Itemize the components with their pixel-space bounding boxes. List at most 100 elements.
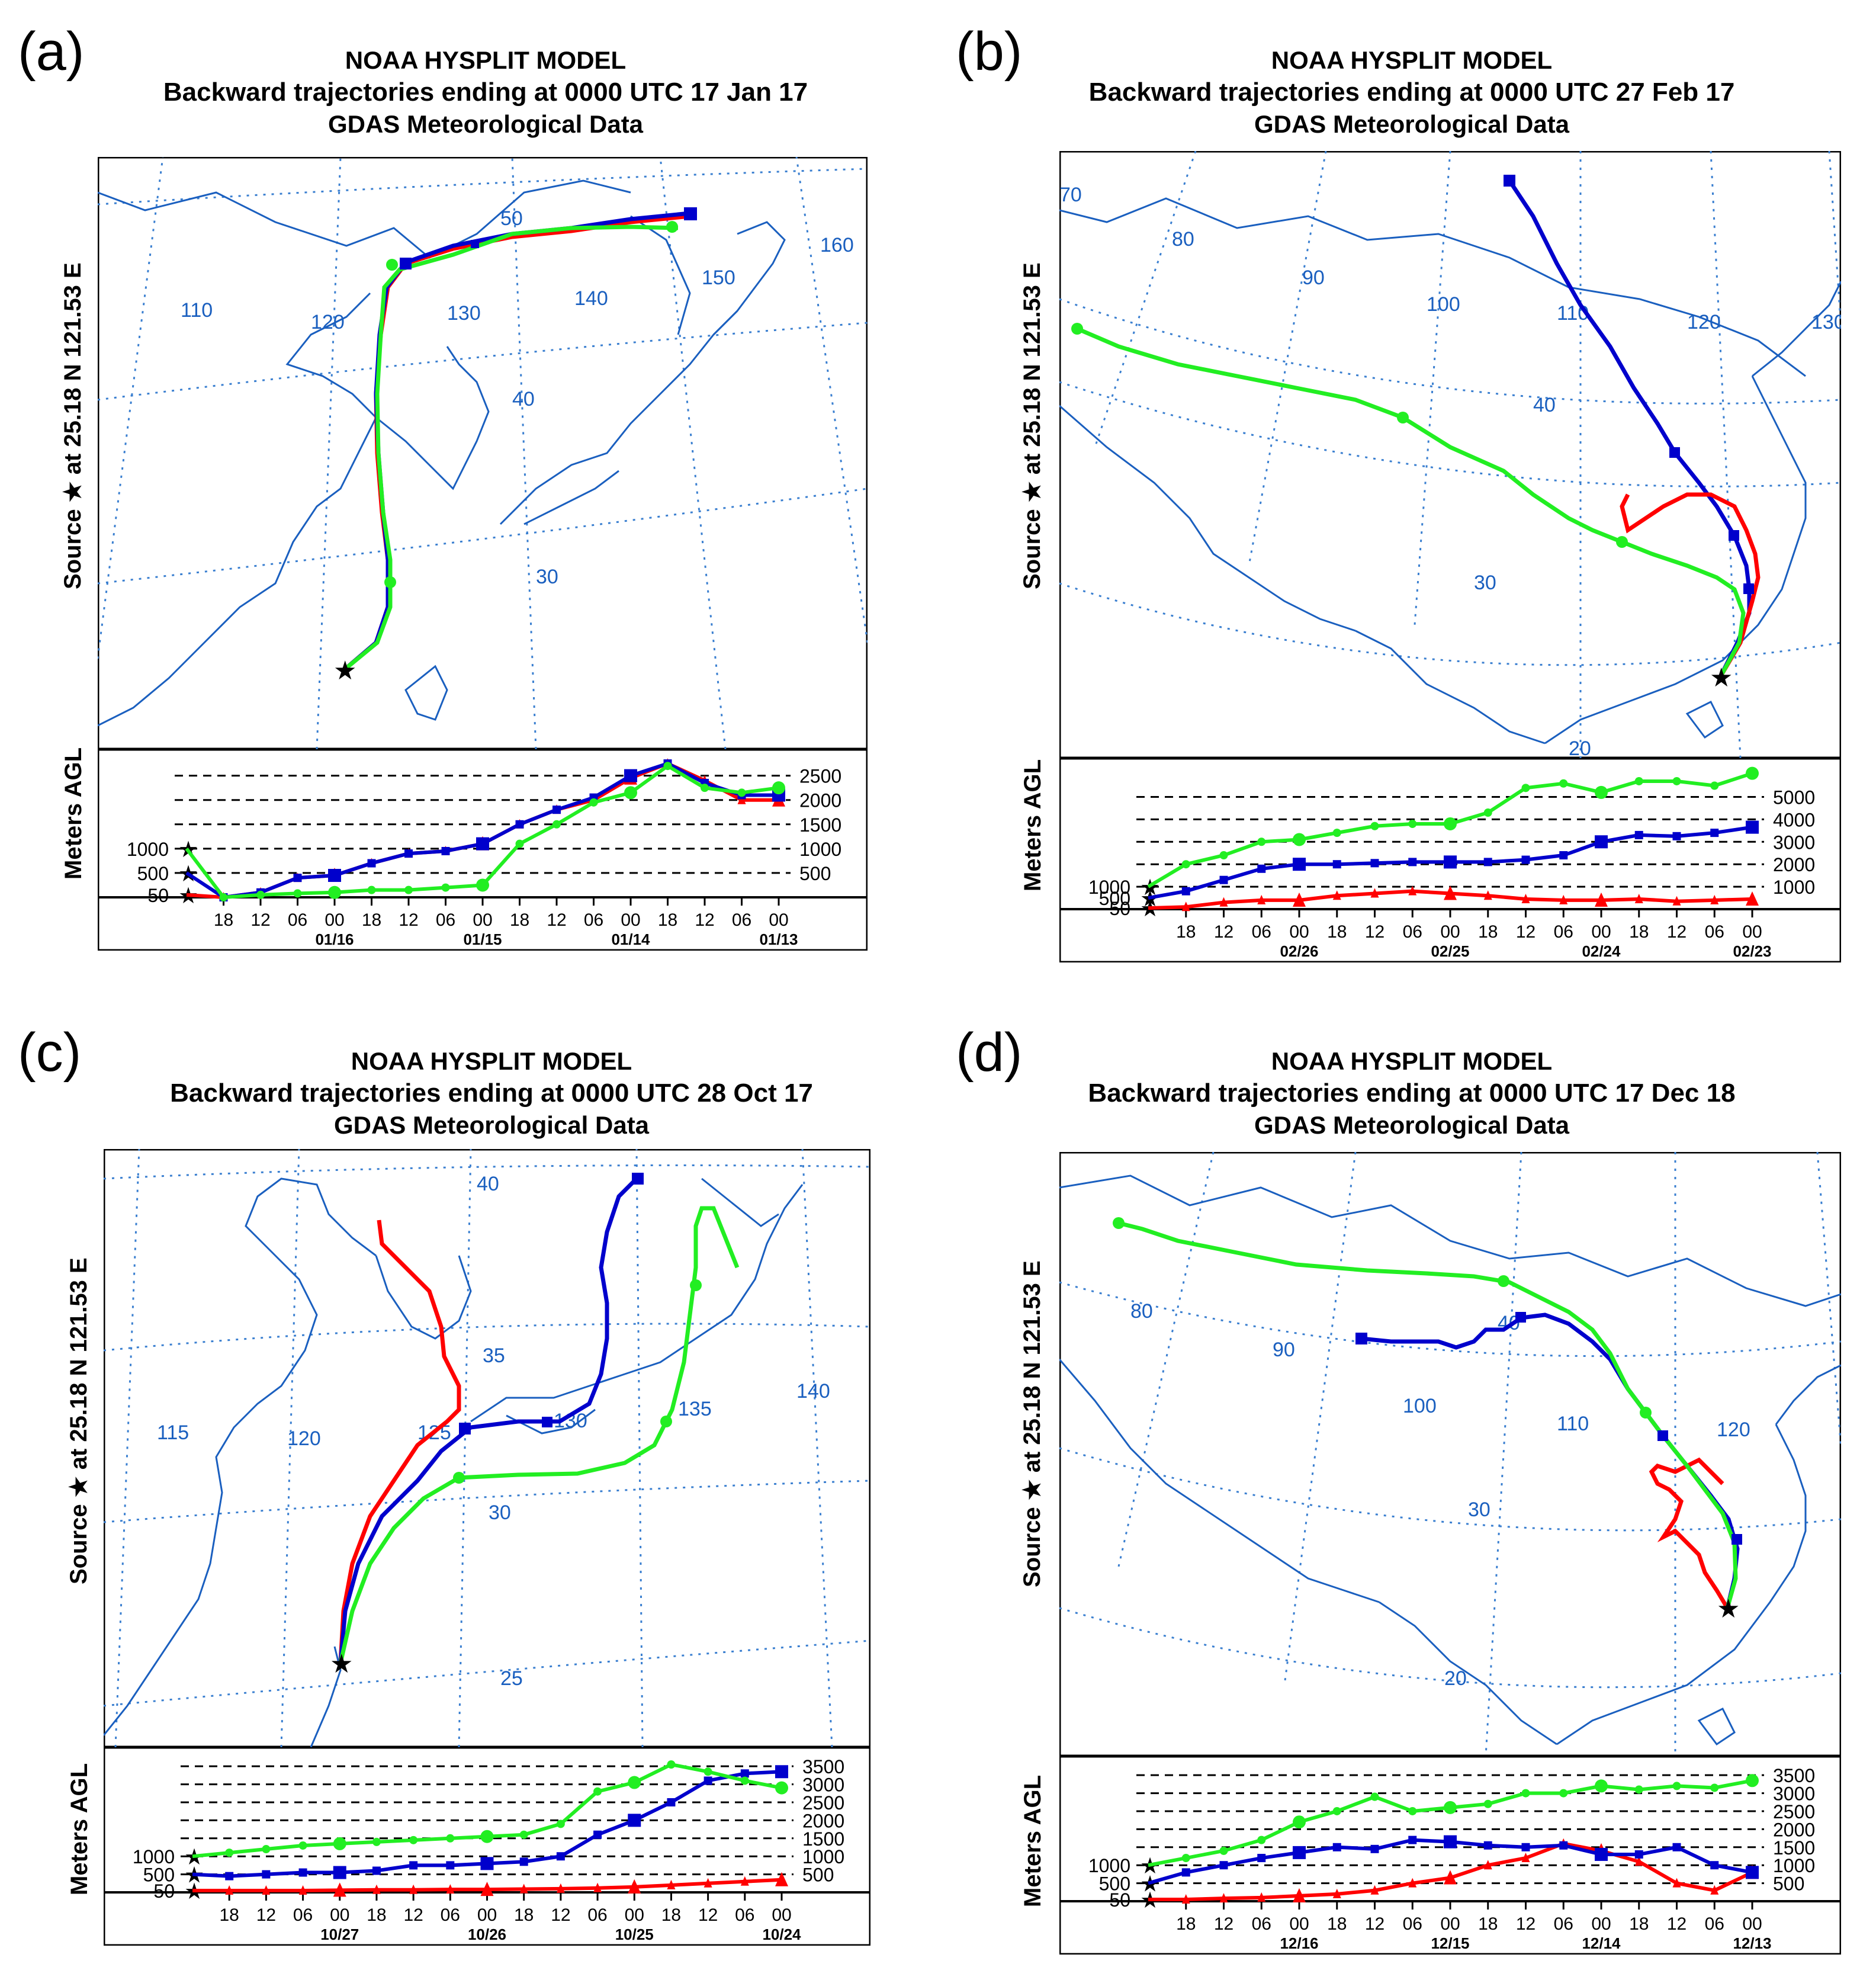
source-star: ★ bbox=[1717, 1594, 1740, 1623]
trajectory-marker bbox=[1732, 1534, 1742, 1545]
height-tick-label: 2000 bbox=[1773, 854, 1815, 875]
map-lon-label: 120 bbox=[1717, 1419, 1750, 1441]
date-label: 12/15 bbox=[1431, 1934, 1469, 1952]
height-point-green bbox=[1521, 1789, 1530, 1798]
x-tick-label: 06 bbox=[441, 1905, 460, 1925]
panel-a: (a) NOAA HYSPLIT MODEL Backward trajecto… bbox=[0, 0, 938, 983]
start-height-label: 1000 bbox=[127, 839, 169, 860]
height-point-blue bbox=[1710, 1861, 1719, 1870]
x-tick-label: 00 bbox=[1591, 922, 1611, 942]
map-lat-label: 40 bbox=[1533, 394, 1556, 416]
map-lon-label: 80 bbox=[1172, 228, 1194, 251]
height-point-green bbox=[1634, 776, 1643, 785]
height-point-blue bbox=[409, 1861, 418, 1870]
height-tick-label: 3500 bbox=[802, 1756, 844, 1777]
x-tick-label: 00 bbox=[1289, 1914, 1309, 1934]
height-point-green bbox=[1483, 808, 1492, 817]
trajectory-marker bbox=[453, 1472, 465, 1484]
height-point-green bbox=[1559, 1789, 1568, 1798]
trajectory-path-green bbox=[338, 1206, 740, 1664]
height-point-blue bbox=[1219, 875, 1228, 884]
height-point-green bbox=[1219, 1846, 1228, 1855]
height-point-blue bbox=[441, 846, 450, 855]
height-point-blue bbox=[1595, 835, 1608, 849]
date-label: 10/27 bbox=[320, 1926, 359, 1943]
trajectory-marker bbox=[1743, 583, 1754, 594]
trajectory-marker bbox=[1355, 1333, 1367, 1344]
map-lon-label: 80 bbox=[1130, 1300, 1153, 1323]
height-tick-label: 500 bbox=[799, 863, 831, 884]
x-tick-label: 18 bbox=[367, 1905, 386, 1925]
height-point-blue bbox=[333, 1866, 346, 1879]
height-point-green bbox=[1483, 1799, 1492, 1808]
height-tick-label: 1500 bbox=[802, 1828, 844, 1850]
x-tick-label: 00 bbox=[473, 910, 492, 930]
height-point-red bbox=[225, 1885, 234, 1895]
height-tick-label: 1000 bbox=[799, 839, 841, 860]
trajectory-marker bbox=[384, 576, 396, 588]
map-lat-label: 40 bbox=[477, 1173, 499, 1195]
height-point-green bbox=[1710, 781, 1719, 790]
map-lat-label: 30 bbox=[489, 1501, 511, 1524]
date-label: 10/24 bbox=[762, 1926, 801, 1943]
x-tick-label: 00 bbox=[477, 1905, 497, 1925]
height-point-green bbox=[1370, 1792, 1379, 1801]
height-point-red bbox=[1521, 1853, 1530, 1863]
height-point-green bbox=[772, 781, 785, 795]
height-point-red bbox=[556, 1883, 565, 1893]
height-point-blue bbox=[1483, 1841, 1492, 1850]
x-tick-label: 12 bbox=[547, 910, 566, 930]
panel-c: (c) NOAA HYSPLIT MODEL Backward trajecto… bbox=[0, 1001, 938, 1980]
trajectory-marker bbox=[660, 1416, 672, 1427]
height-point-blue bbox=[515, 820, 524, 829]
source-label: Source ★ at 25.18 N 121.53 E bbox=[60, 262, 86, 589]
height-point-red bbox=[1219, 897, 1228, 907]
map-area: 115 120 125 130 135 140 40 35 30 25 ★ bbox=[104, 1149, 870, 1747]
height-point-green bbox=[667, 1760, 676, 1769]
start-height-label: 50 bbox=[147, 885, 169, 906]
height-point-green bbox=[219, 893, 228, 901]
x-tick-label: 00 bbox=[772, 1905, 791, 1925]
map-lon-label: 160 bbox=[820, 234, 854, 256]
height-axis-label: Meters AGL bbox=[66, 1763, 92, 1895]
trajectory-marker bbox=[1113, 1217, 1125, 1229]
met-data-title: GDAS Meteorological Data bbox=[333, 1111, 650, 1139]
panel-d: (d) NOAA HYSPLIT MODEL Backward trajecto… bbox=[938, 1001, 1876, 1980]
height-point-blue bbox=[1293, 858, 1306, 871]
height-point-red bbox=[1634, 893, 1643, 903]
height-point-green bbox=[333, 1837, 346, 1850]
height-point-blue bbox=[775, 1765, 788, 1779]
map-lat-label: 30 bbox=[536, 566, 558, 588]
height-point-green bbox=[446, 1834, 455, 1843]
height-point-blue bbox=[225, 1872, 234, 1880]
height-point-green bbox=[298, 1841, 307, 1850]
x-tick-label: 06 bbox=[1403, 922, 1422, 942]
panel-title-block: NOAA HYSPLIT MODEL Backward trajectories… bbox=[1027, 1045, 1797, 1141]
map-lat-label: 30 bbox=[1468, 1498, 1490, 1521]
height-point-green bbox=[519, 1830, 528, 1839]
x-tick-label: 18 bbox=[214, 910, 233, 930]
height-tick-label: 500 bbox=[802, 1865, 834, 1886]
trajectory-title: Backward trajectories ending at 0000 UTC… bbox=[1088, 78, 1735, 107]
height-tick-label: 500 bbox=[1773, 1873, 1804, 1895]
map-lon-label: 120 bbox=[287, 1427, 321, 1450]
trajectory-marker bbox=[386, 259, 398, 271]
start-height-label: 500 bbox=[1099, 888, 1130, 909]
x-tick-label: 06 bbox=[584, 910, 603, 930]
height-point-green bbox=[1370, 821, 1379, 830]
height-point-green bbox=[1521, 784, 1530, 792]
start-height-label: 500 bbox=[1099, 1873, 1130, 1895]
height-point-green bbox=[1595, 785, 1608, 799]
trajectory-marker bbox=[542, 1417, 552, 1427]
height-point-blue bbox=[519, 1857, 528, 1866]
date-label: 02/26 bbox=[1280, 942, 1318, 960]
height-point-blue bbox=[593, 1830, 602, 1839]
model-title: NOAA HYSPLIT MODEL bbox=[351, 1047, 632, 1075]
height-point-blue bbox=[1408, 1835, 1417, 1844]
height-point-red bbox=[1746, 891, 1759, 906]
map-lon-label: 140 bbox=[796, 1380, 830, 1403]
height-point-red bbox=[262, 1885, 271, 1895]
height-point-red bbox=[1257, 894, 1266, 904]
